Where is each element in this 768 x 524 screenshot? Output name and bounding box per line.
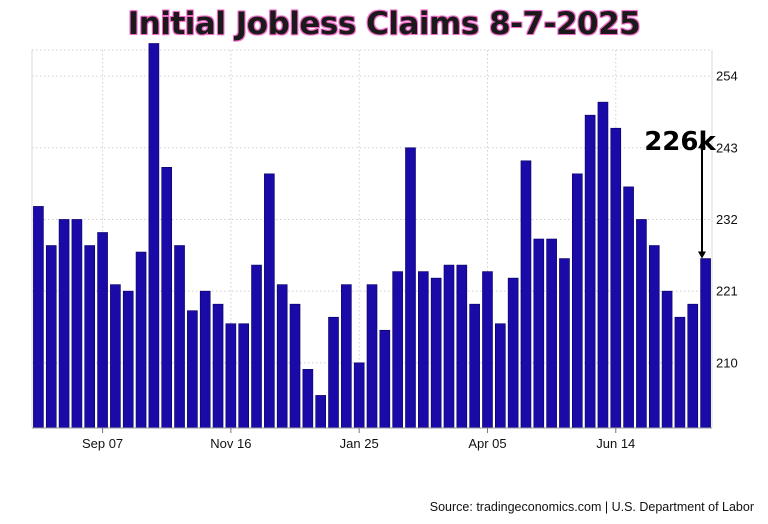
y-tick-label: 232: [716, 212, 738, 227]
bar: [661, 290, 673, 429]
bar: [494, 323, 506, 429]
x-axis: Sep 07 Nov 16 Jan 25 Apr 05 Jun 14: [82, 428, 635, 451]
x-tick-label: Apr 05: [468, 436, 506, 451]
x-tick-label: Nov 16: [210, 436, 251, 451]
bar: [353, 362, 365, 429]
bar: [623, 186, 634, 429]
bar: [546, 238, 557, 429]
bar: [700, 258, 711, 429]
bar: [225, 323, 237, 429]
y-tick-label: 210: [716, 355, 738, 370]
bar: [648, 245, 660, 429]
bar: [469, 303, 480, 429]
bar: [559, 258, 570, 429]
annotation-label: 226k: [644, 127, 716, 157]
x-tick-label: Jun 14: [596, 436, 635, 451]
bar: [135, 251, 147, 429]
bar: [174, 245, 185, 429]
bar: [45, 245, 57, 429]
annotation: 226k: [644, 127, 716, 259]
bar: [84, 245, 96, 429]
bar: [251, 264, 262, 429]
bar: [276, 284, 288, 429]
bar: [199, 290, 211, 429]
bar: [238, 323, 250, 429]
bar-series: [32, 43, 712, 429]
bar: [636, 219, 647, 429]
y-axis: 210 221 232 243 254: [716, 69, 738, 371]
bar: [71, 219, 83, 429]
bar: [58, 219, 70, 429]
annotation-arrow-head-top: [698, 141, 706, 149]
bar: [33, 206, 44, 429]
bar: [110, 284, 121, 429]
chart-title: Initial Jobless Claims 8-7-2025: [127, 6, 641, 42]
bar: [456, 264, 468, 429]
bar: [212, 303, 224, 429]
bar: [520, 160, 532, 429]
bar: [289, 303, 301, 429]
bar: [533, 238, 545, 429]
bar: [328, 316, 339, 429]
annotation-arrow-head-bottom: [698, 251, 706, 259]
x-tick-label: Jan 25: [340, 436, 379, 451]
bar: [341, 284, 352, 429]
bar: [610, 127, 622, 429]
bar: [161, 167, 173, 429]
bar: [379, 329, 391, 429]
y-tick-label: 221: [716, 284, 738, 299]
bar: [584, 114, 596, 429]
bar: [392, 271, 403, 429]
bar: [264, 173, 275, 429]
bar: [482, 271, 493, 429]
bar: [315, 395, 326, 429]
bar: [122, 290, 134, 429]
bar: [418, 271, 429, 429]
bar: [674, 316, 686, 429]
x-tick-label: Sep 07: [82, 436, 123, 451]
bar: [366, 284, 378, 429]
bar: [571, 173, 583, 429]
bar: [405, 147, 416, 429]
bar: [687, 303, 699, 429]
bar: [443, 264, 455, 429]
bar: [187, 310, 198, 429]
y-tick-label: 243: [716, 140, 738, 155]
y-tick-label: 254: [716, 69, 738, 84]
bar: [148, 43, 160, 429]
bar: [597, 101, 609, 429]
bar: [430, 277, 442, 429]
bar: [97, 232, 108, 429]
bar: [302, 369, 314, 429]
source-note: Source: tradingeconomics.com | U.S. Depa…: [429, 500, 754, 514]
bar: [507, 277, 519, 429]
